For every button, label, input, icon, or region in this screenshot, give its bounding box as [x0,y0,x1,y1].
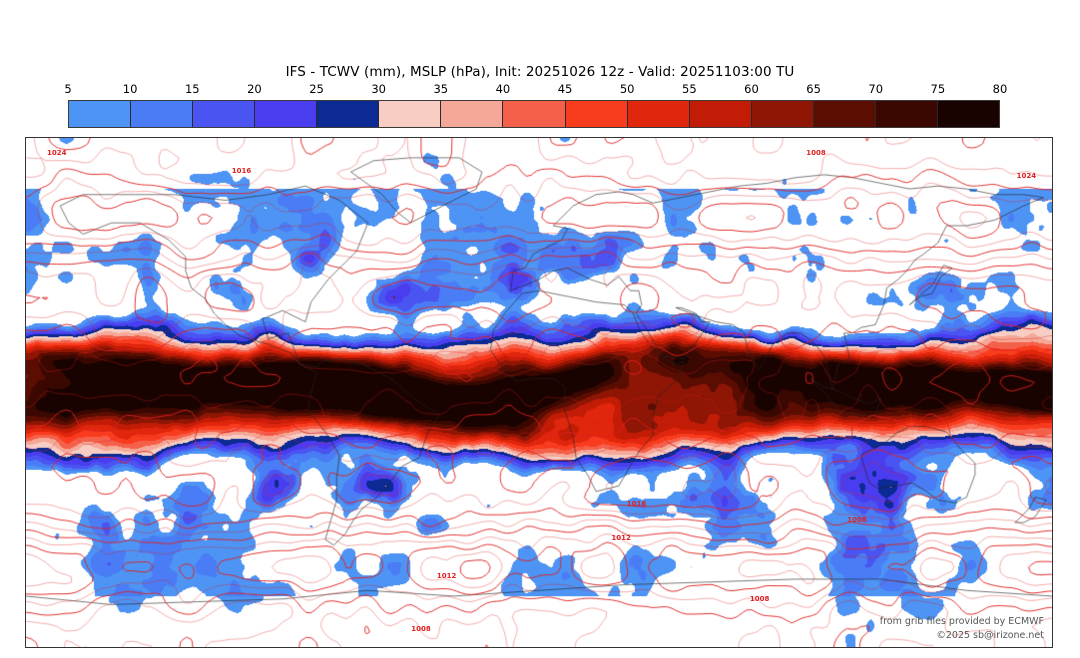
colorbar-segment-25-30 [317,101,380,127]
colorbar-segment-20-25 [255,101,318,127]
map-frame[interactable]: 1024 1016 1008 1024 1016 1012 1008 1008 1008 1012… [25,137,1053,648]
colorbar-tick-55: 55 [682,82,697,96]
colorbar-tick-labels: 5 10 15 20 25 30 35 40 45 50 55 60 65 70 75 80 [64,82,1007,98]
colorbar-segment-40-45 [503,101,566,127]
colorbar-segment-45-50 [565,101,628,127]
colorbar-tick-25: 25 [309,82,324,96]
colorbar-tick-80: 80 [992,82,1008,96]
isobar-label: 1008 [847,515,867,524]
colorbar-segment-55-60 [689,101,752,127]
isobar-label: 1024 [47,149,67,158]
colorbar-tick-30: 30 [371,82,386,96]
colorbar-segment-15-20 [193,101,256,127]
page-title: IFS - TCWV (mm), MSLP (hPa), Init: 20251… [285,64,795,80]
isobar-label: 1008 [749,594,770,603]
isobar-label: 1024 [1016,172,1037,181]
colorbar-tick-70: 70 [868,82,884,96]
colorbar-segment-75-80 [937,101,999,127]
colorbar-tick-60: 60 [744,82,759,96]
colorbar-segment-65-70 [813,101,876,127]
isobar-label: 1012 [436,571,457,580]
colorbar-segment-35-40 [441,101,504,127]
colorbar-segment-30-35 [379,101,442,127]
colorbar-tick-10: 10 [122,82,138,96]
colorbar-tick-35: 35 [433,82,449,96]
isobar-label: 1016 [626,500,647,509]
colorbar-tick-45: 45 [557,82,573,96]
colorbar-tick-50: 50 [619,82,635,96]
colorbar-tick-5: 5 [64,82,72,96]
colorbar-segment-5-10 [69,101,132,127]
colorbar-tick-20: 20 [247,82,262,96]
colorbar-segment-10-15 [131,101,194,127]
colorbar-segment-50-55 [627,101,690,127]
colorbar-gradient [68,100,1000,128]
colorbar-tick-40: 40 [495,82,511,96]
colorbar-tick-15: 15 [184,82,200,96]
colorbar-segment-70-75 [875,101,938,127]
colorbar: 5 10 15 20 25 30 35 40 45 50 55 60 65 70 75 80 [64,82,1007,128]
colorbar-segment-60-65 [751,101,814,127]
isobar-label: 1008 [411,625,431,634]
colorbar-tick-75: 75 [930,82,946,96]
isobar-label: 1012 [611,533,631,542]
colorbar-tick-65: 65 [806,82,821,96]
weather-map-canvas[interactable] [26,138,1052,647]
isobar-label: 1008 [806,149,826,158]
isobar-label: 1016 [231,167,252,176]
